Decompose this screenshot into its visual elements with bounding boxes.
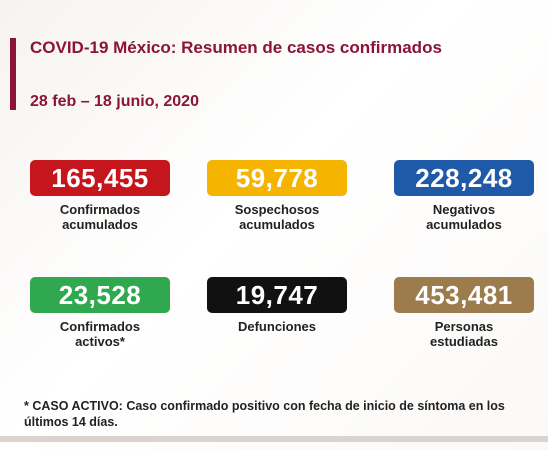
- stat-value: 228,248: [394, 160, 534, 196]
- stat-label: Negativos acumulados: [394, 202, 534, 232]
- label-line: Personas: [434, 319, 494, 334]
- stat-label: Confirmados acumulados: [30, 202, 170, 232]
- label-line: Confirmados: [59, 202, 141, 217]
- stat-card: 453,481 Personas estudiadas: [394, 277, 534, 349]
- label-line: acumulados: [239, 217, 315, 232]
- label-line: estudiadas: [430, 334, 498, 349]
- label-line: Sospechosos: [234, 202, 320, 217]
- stat-value: 59,778: [207, 160, 347, 196]
- stat-value: 453,481: [394, 277, 534, 313]
- bottom-bar: [0, 436, 548, 442]
- label-line: acumulados: [426, 217, 502, 232]
- stat-card: 19,747 Defunciones: [207, 277, 347, 334]
- stat-value: 19,747: [207, 277, 347, 313]
- stat-label: Personas estudiadas: [394, 319, 534, 349]
- stat-card: 59,778 Sospechosos acumulados: [207, 160, 347, 232]
- label-line: acumulados: [62, 217, 138, 232]
- stat-card: 228,248 Negativos acumulados: [394, 160, 534, 232]
- footnote: * CASO ACTIVO: Caso confirmado positivo …: [24, 399, 505, 429]
- stat-card: 23,528 Confirmados activos*: [30, 277, 170, 349]
- label-line: Defunciones: [237, 319, 316, 334]
- accent-bar: [10, 38, 16, 110]
- stat-label: Confirmados activos*: [30, 319, 170, 349]
- stat-value: 165,455: [30, 160, 170, 196]
- label-line: Confirmados: [59, 319, 141, 334]
- label-line: Negativos: [432, 202, 496, 217]
- title: COVID-19 México: Resumen de casos confir…: [30, 38, 442, 57]
- stat-label: Defunciones: [207, 319, 347, 334]
- stat-label: Sospechosos acumulados: [207, 202, 347, 232]
- stat-value: 23,528: [30, 277, 170, 313]
- stat-card: 165,455 Confirmados acumulados: [30, 160, 170, 232]
- label-line: activos*: [75, 334, 125, 349]
- date: 28 feb – 18 junio, 2020: [30, 93, 199, 110]
